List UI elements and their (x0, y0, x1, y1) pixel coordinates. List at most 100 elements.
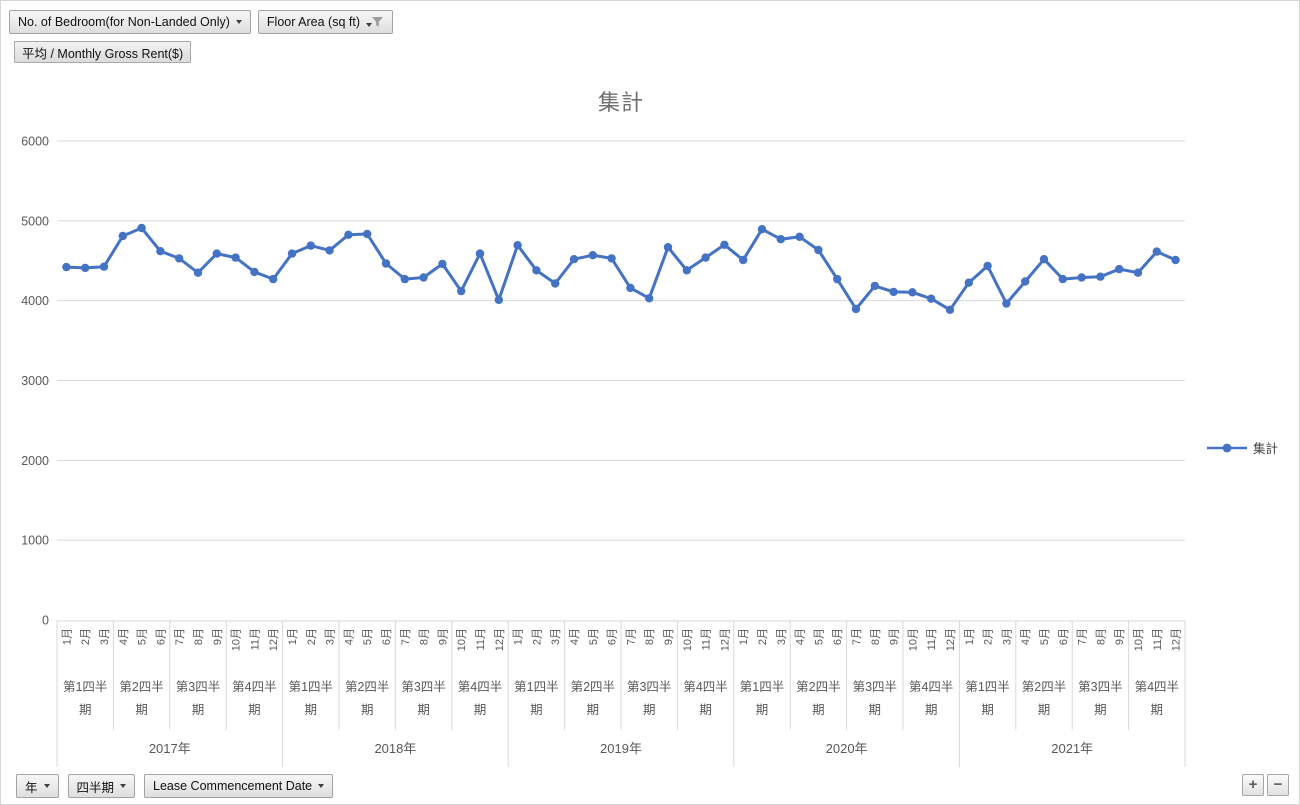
y-axis-tick-label: 3000 (21, 374, 49, 388)
quarter-tick-label: 期 (1094, 703, 1107, 717)
month-tick-label: 8月 (644, 628, 656, 645)
field-button-floor-area[interactable]: Floor Area (sq ft) (257, 10, 394, 34)
year-tick-label: 2021年 (1051, 741, 1093, 756)
month-tick-label: 7月 (174, 628, 186, 645)
month-tick-label: 6月 (381, 628, 393, 645)
filter-funnel-icon (372, 17, 384, 27)
quarter-tick-label: 期 (699, 703, 712, 717)
month-tick-label: 7月 (1077, 628, 1089, 645)
data-point-marker (475, 249, 485, 258)
chevron-down-icon (120, 784, 127, 788)
month-tick-label: 5月 (362, 628, 374, 645)
month-tick-label: 3月 (99, 628, 111, 645)
quarter-tick-label: 期 (474, 703, 487, 717)
data-point-marker (870, 281, 879, 291)
data-point-marker (513, 241, 522, 250)
data-point-marker (569, 255, 579, 264)
data-point-marker (645, 294, 654, 303)
field-button-quarter[interactable]: 四半期 (67, 774, 136, 798)
data-point-marker (193, 268, 203, 277)
field-button-year[interactable]: 年 (16, 774, 59, 798)
data-point-marker (626, 283, 635, 293)
chevron-down-icon (366, 23, 373, 27)
data-point-marker (363, 229, 372, 239)
month-tick-label: 2月 (80, 628, 92, 645)
quarter-tick-label: 第2四半 (571, 680, 615, 694)
quarter-tick-label: 第4四半 (1135, 680, 1179, 694)
data-point-marker (889, 287, 898, 297)
y-axis-tick-label: 4000 (21, 294, 49, 308)
data-point-marker (588, 251, 597, 260)
y-axis-tick-label: 6000 (21, 135, 49, 149)
quarter-tick-label: 第2四半 (796, 680, 840, 694)
month-tick-label: 7月 (400, 628, 412, 645)
data-point-marker (945, 305, 955, 314)
data-point-marker (175, 254, 184, 263)
chevron-down-icon (43, 784, 50, 788)
month-tick-label: 7月 (851, 628, 863, 645)
quarter-tick-label: 期 (192, 703, 205, 717)
quarter-tick-label: 第3四半 (1078, 680, 1122, 694)
data-point-marker (757, 225, 767, 234)
quarter-tick-label: 期 (248, 703, 261, 717)
data-point-marker (1096, 272, 1105, 281)
data-point-marker (137, 223, 146, 233)
quarter-tick-label: 期 (587, 703, 600, 717)
chevron-down-icon (318, 784, 325, 788)
year-tick-label: 2019年 (600, 741, 642, 756)
legend-line-marker-icon (1207, 443, 1247, 452)
month-tick-label: 11月 (249, 628, 261, 650)
month-tick-label: 1月 (513, 628, 525, 645)
data-point-marker (1115, 264, 1124, 274)
data-point-marker (250, 267, 259, 277)
data-point-marker (156, 247, 165, 256)
value-field-button[interactable]: 平均 / Monthly Gross Rent($) (14, 41, 192, 63)
month-tick-label: 6月 (1058, 628, 1070, 645)
month-tick-label: 5月 (588, 628, 600, 645)
month-tick-label: 2月 (531, 628, 543, 645)
quarter-tick-label: 第2四半 (345, 680, 389, 694)
month-tick-label: 11月 (926, 628, 938, 650)
data-point-marker (381, 259, 391, 268)
quarter-tick-label: 期 (135, 703, 148, 717)
quarter-tick-label: 第1四半 (740, 680, 784, 694)
month-tick-label: 12月 (1171, 628, 1183, 651)
series-line (64, 226, 1178, 312)
field-button-bedroom[interactable]: No. of Bedroom(for Non-Landed Only) (9, 10, 251, 34)
data-point-marker (1133, 268, 1143, 277)
data-point-marker (908, 288, 917, 297)
month-tick-label: 3月 (1001, 628, 1013, 645)
quarter-tick-label: 期 (981, 703, 994, 717)
field-button-lease-date[interactable]: Lease Commencement Date (144, 774, 334, 798)
month-tick-label: 11月 (701, 628, 713, 650)
chevron-down-icon (235, 20, 242, 24)
data-point-marker (344, 230, 353, 239)
month-tick-label: 9月 (889, 628, 901, 645)
month-tick-label: 4月 (1020, 628, 1032, 645)
quarter-tick-label: 期 (812, 703, 825, 717)
field-button-year-label: 年 (25, 780, 38, 795)
month-tick-label: 12月 (945, 628, 957, 651)
month-tick-label: 9月 (663, 628, 675, 645)
data-point-marker (1002, 299, 1011, 308)
expand-field-button[interactable]: + (1242, 774, 1264, 796)
data-point-marker (720, 240, 729, 249)
data-point-marker (983, 261, 992, 271)
month-tick-label: 3月 (550, 628, 562, 645)
quarter-tick-label: 第1四半 (289, 680, 333, 694)
data-point-marker (118, 231, 128, 241)
quarter-tick-label: 第2四半 (119, 680, 163, 694)
data-point-marker (269, 274, 278, 284)
quarter-tick-label: 第4四半 (232, 680, 276, 694)
month-tick-label: 6月 (832, 628, 844, 645)
month-tick-label: 1月 (287, 628, 299, 645)
month-tick-label: 5月 (813, 628, 825, 645)
data-point-marker (964, 278, 973, 287)
collapse-field-button[interactable]: − (1267, 774, 1289, 796)
quarter-tick-label: 第2四半 (1022, 680, 1066, 694)
month-tick-label: 4月 (118, 628, 130, 645)
quarter-tick-label: 期 (643, 703, 656, 717)
quarter-tick-label: 期 (79, 703, 92, 717)
month-tick-label: 9月 (1114, 628, 1126, 645)
